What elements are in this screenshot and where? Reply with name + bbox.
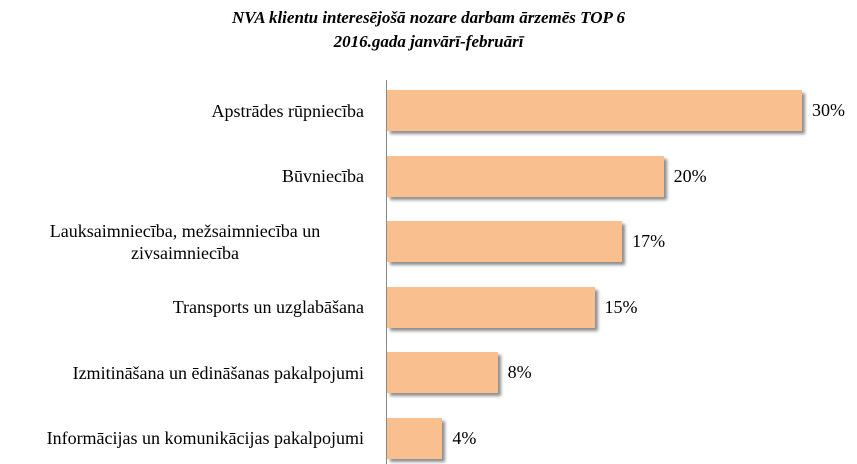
value-label: 4% bbox=[452, 427, 477, 448]
bar bbox=[387, 417, 443, 459]
chart-title: NVA klientu interesējošā nozare darbam ā… bbox=[231, 8, 626, 27]
category-text: Transports un uzglabāšana bbox=[172, 297, 364, 317]
axis-line bbox=[386, 80, 387, 464]
category-label: Izmitināšana un ēdināšanas pakalpojumi bbox=[0, 342, 364, 403]
bar bbox=[387, 90, 802, 131]
category-text: Būvniecība bbox=[282, 166, 364, 186]
category-label: Transports un uzglabāšana bbox=[0, 277, 364, 338]
category-label: Lauksaimniecība, mežsaimniecība un zivsa… bbox=[0, 211, 364, 272]
category-text: Lauksaimniecība, mežsaimniecība un zivsa… bbox=[49, 220, 321, 263]
value-label: 17% bbox=[632, 231, 666, 251]
value-label: 15% bbox=[604, 296, 638, 317]
value-label: 30% bbox=[812, 100, 845, 120]
category-label: Būvniecība bbox=[0, 146, 364, 207]
value-label: 8% bbox=[507, 362, 532, 382]
category-text: Apstrādes rūpniecība bbox=[211, 100, 364, 121]
bar bbox=[387, 352, 498, 393]
chart-subtitle: 2016.gada janvārī-februārī bbox=[333, 32, 524, 51]
category-text: Izmitināšana un ēdināšanas pakalpojumi bbox=[72, 362, 364, 383]
category-label: Informācijas un komunikācijas pakalpojum… bbox=[0, 408, 364, 464]
bar bbox=[387, 286, 595, 328]
value-label: 20% bbox=[673, 165, 707, 186]
bar bbox=[387, 221, 623, 262]
category-text: Informācijas un komunikācijas pakalpojum… bbox=[46, 428, 364, 448]
category-label: Apstrādes rūpniecība bbox=[0, 80, 364, 141]
bar bbox=[387, 155, 664, 197]
